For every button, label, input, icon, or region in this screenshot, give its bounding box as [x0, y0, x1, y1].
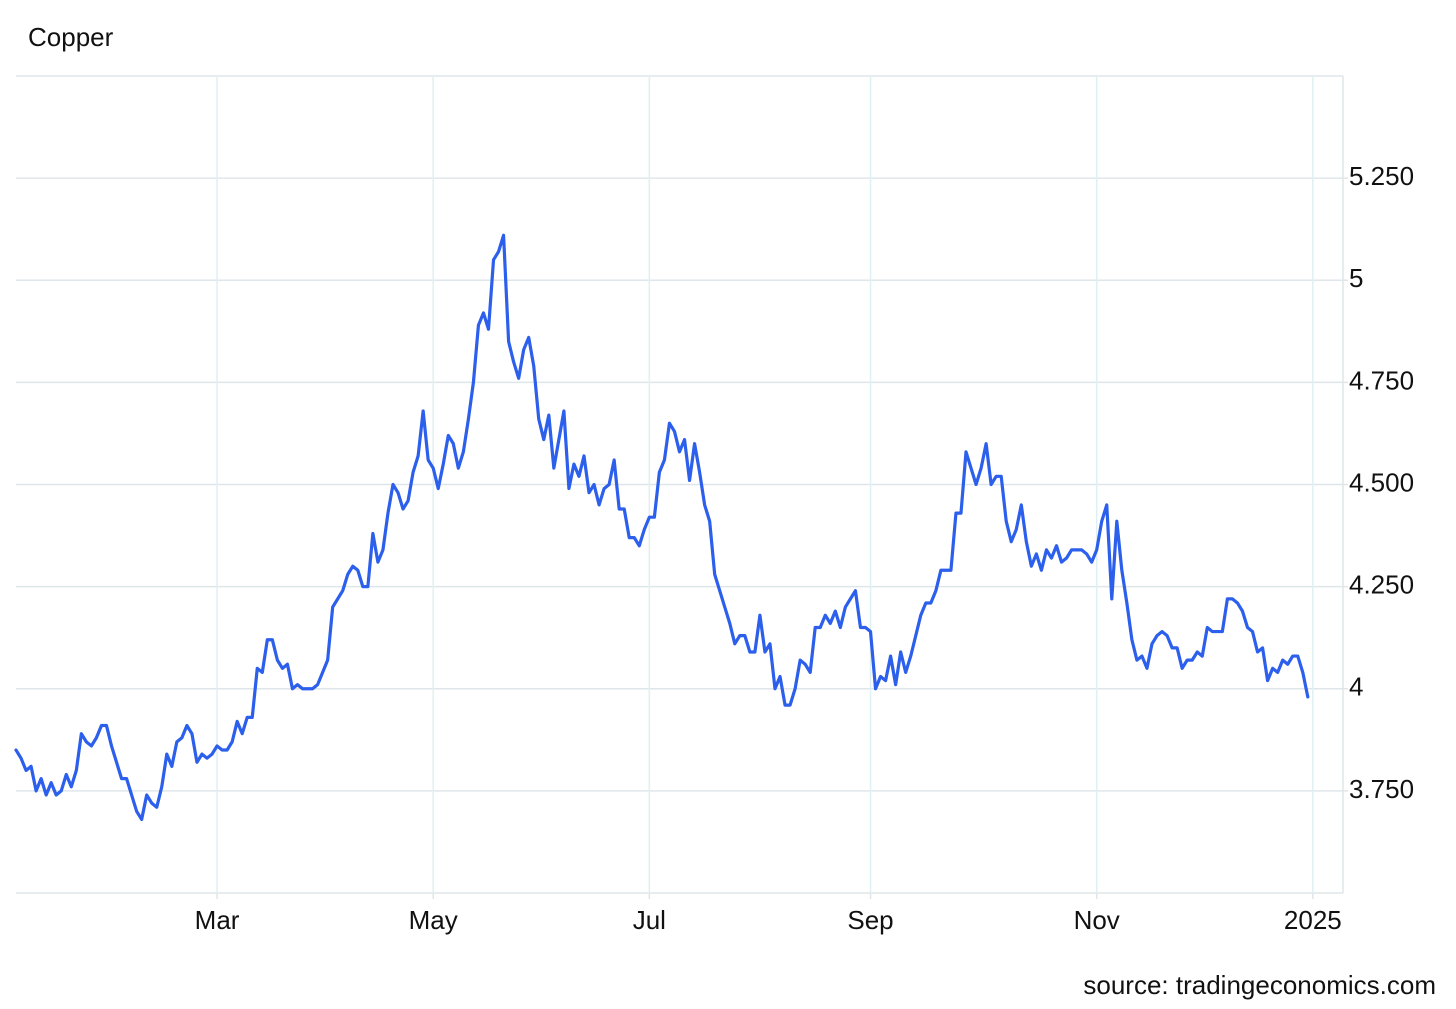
y-tick-label: 3.750	[1349, 774, 1414, 804]
x-tick-label: May	[409, 905, 458, 935]
y-tick-label: 5.250	[1349, 161, 1414, 191]
x-tick-label: Nov	[1074, 905, 1120, 935]
price-line	[14, 233, 1310, 822]
chart-title: Copper	[28, 22, 114, 52]
y-tick-label: 4.250	[1349, 570, 1414, 600]
y-tick-label: 4	[1349, 672, 1363, 702]
x-tick-label: Jul	[633, 905, 666, 935]
y-tick-label: 4.500	[1349, 467, 1414, 497]
x-tick-label: 2025	[1284, 905, 1342, 935]
x-tick-label: Sep	[847, 905, 893, 935]
y-tick-label: 5	[1349, 263, 1363, 293]
y-tick-label: 4.750	[1349, 365, 1414, 395]
x-tick-label: Mar	[195, 905, 240, 935]
source-note: source: tradingeconomics.com	[1083, 970, 1436, 1000]
